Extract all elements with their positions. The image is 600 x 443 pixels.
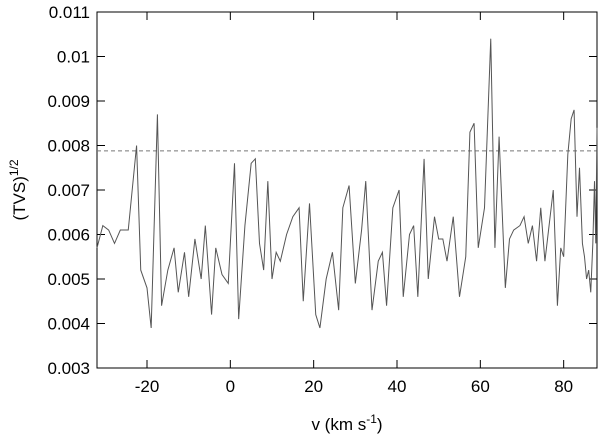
y-tick-label: 0.006 [47,226,90,245]
y-tick-label: 0.003 [47,359,90,378]
y-tick-label: 0.008 [47,137,90,156]
y-tick-label: 0.009 [47,92,90,111]
y-tick-label: 0.005 [47,270,90,289]
y-tick-label: 0.007 [47,181,90,200]
y-tick-label: 0.004 [47,315,90,334]
y-label-sup: 1/2 [7,159,21,176]
y-label-main: (TVS) [10,176,29,220]
x-tick-label: 40 [388,377,407,396]
x-tick-label: 60 [471,377,490,396]
y-axis-label: (TVS)1/2 [7,159,29,220]
x-tick-label: 80 [554,377,573,396]
y-tick-label: 0.01 [57,48,90,67]
data-line [96,38,598,329]
x-tick-label: 0 [226,377,235,396]
x-tick-label: -20 [135,377,160,396]
plot-frame [96,11,598,369]
x-label-main: v (km s [311,415,366,434]
x-axis-label: v (km s-1) [311,412,382,434]
x-label-tail: ) [377,415,383,434]
x-label-sup: -1 [366,412,377,426]
x-tick-label: 20 [304,377,323,396]
y-tick-label: 0.011 [49,3,90,22]
